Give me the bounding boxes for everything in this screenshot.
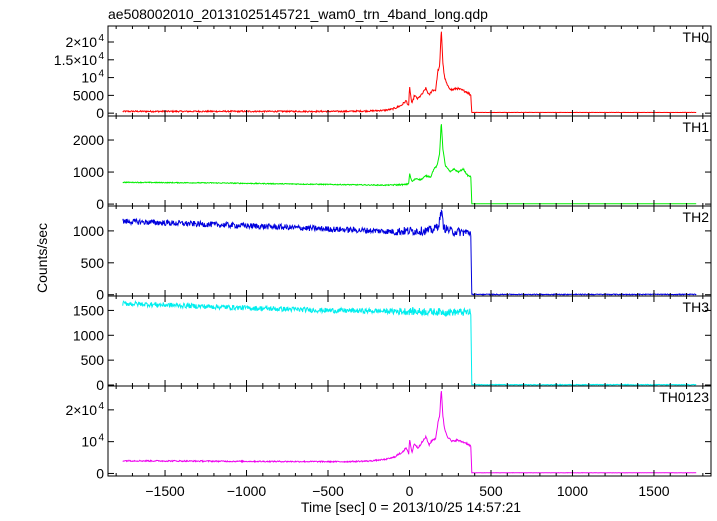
y-tick-label: 10 [81, 434, 97, 450]
y-tick-label: 0 [96, 105, 104, 121]
x-tick-label: 500 [479, 483, 503, 499]
y-tick-label: 10 [81, 70, 97, 86]
y-tick-label-exponent: 4 [98, 33, 104, 44]
x-tick-label: 0 [406, 483, 414, 499]
x-tick-label: 1500 [638, 483, 669, 499]
x-tick-label: −500 [312, 483, 344, 499]
panel-label-th0123: TH0123 [659, 389, 709, 405]
panel-label-th2: TH2 [683, 209, 710, 225]
y-tick-label: 2×10 [65, 402, 97, 418]
panel-frame [107, 25, 712, 117]
y-tick-label: 1500 [73, 302, 104, 318]
x-axis-label: Time [sec] 0 = 2013/10/25 14:57:21 [301, 499, 521, 515]
series-line-th1 [122, 124, 697, 205]
series-line-th0123 [122, 391, 697, 474]
y-tick-label: 2000 [73, 132, 104, 148]
y-tick-label: 1000 [73, 223, 104, 239]
y-tick-label-exponent: 4 [98, 401, 104, 412]
y-tick-label: 0 [96, 377, 104, 393]
panel-label-th3: TH3 [683, 299, 710, 315]
series-line-th2 [122, 209, 697, 296]
y-tick-label: 0 [96, 465, 104, 481]
panel-th1: 0 1000 2000 TH1 [73, 115, 712, 212]
panel-label-th1: TH1 [683, 119, 710, 135]
y-axis-label: Counts/sec [34, 223, 50, 293]
y-tick-label-exponent: 4 [98, 69, 104, 80]
x-tick-label: −1500 [145, 483, 185, 499]
panel-frame [107, 205, 712, 297]
panel-label-th0: TH0 [683, 29, 710, 45]
y-tick-label: 1000 [73, 327, 104, 343]
x-tick-label: −1000 [227, 483, 267, 499]
y-tick-label: 500 [81, 352, 105, 368]
x-tick-label: 1000 [557, 483, 588, 499]
series-line-th0 [122, 31, 697, 114]
panel-th2: 0 500 1000 TH2 [73, 205, 712, 303]
y-tick-label: 0 [96, 287, 104, 303]
y-tick-label: 0 [96, 196, 104, 212]
y-tick-label: 5000 [73, 87, 104, 103]
y-tick-label: 1.5×10 [54, 52, 97, 68]
y-tick-label: 1000 [73, 164, 104, 180]
panel-frame [107, 385, 712, 477]
y-tick-label-exponent: 4 [98, 51, 104, 62]
panel-frame [107, 115, 712, 207]
y-tick-label: 500 [81, 255, 105, 271]
y-tick-label-exponent: 4 [98, 433, 104, 444]
panel-th3: 0 500 1000 1500 TH3 [73, 295, 712, 393]
chart-title: ae508002010_20131025145721_wam0_trn_4ban… [108, 6, 488, 22]
y-tick-label: 2×10 [65, 34, 97, 50]
series-line-th3 [122, 300, 697, 386]
